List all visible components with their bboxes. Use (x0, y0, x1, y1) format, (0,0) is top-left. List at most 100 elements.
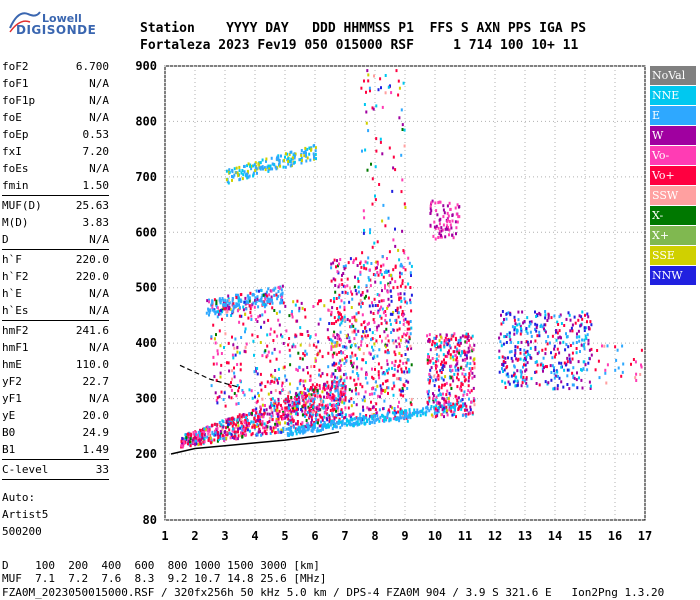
echo-dot (380, 322, 383, 326)
echo-dot (188, 436, 191, 440)
echo-dot (257, 419, 260, 423)
echo-dot (264, 385, 267, 388)
echo-dot (297, 351, 300, 355)
echo-dot (295, 400, 297, 404)
echo-dot (226, 313, 229, 317)
param-row: yF1 N/A (2, 390, 109, 407)
param-value: N/A (89, 304, 109, 317)
echo-dot (350, 361, 353, 365)
echo-dot (576, 332, 578, 336)
echo-dot (278, 310, 281, 314)
echo-dot (237, 424, 240, 428)
echo-dot (583, 347, 586, 351)
echo-dot (392, 328, 395, 332)
echo-dot (336, 376, 339, 380)
echo-dot (383, 270, 386, 274)
echo-dot (525, 340, 528, 344)
echo-dot (399, 320, 401, 324)
echo-dot (263, 305, 266, 309)
echo-dot (503, 318, 505, 321)
echo-dot (266, 412, 269, 416)
echo-dot (346, 318, 349, 321)
echo-dot (402, 249, 405, 253)
echo-dot (357, 377, 360, 381)
param-value: 241.6 (75, 324, 109, 337)
echo-dot (377, 273, 380, 277)
echo-dot (456, 372, 459, 376)
echo-dot (346, 284, 349, 288)
echo-dot (391, 189, 394, 193)
echo-dot (272, 429, 275, 433)
echo-dot (569, 318, 572, 322)
echo-dot (268, 293, 271, 297)
echo-dot (334, 341, 337, 345)
echo-dot (360, 340, 363, 344)
echo-dot (351, 363, 354, 367)
echo-dot (371, 375, 374, 379)
echo-dot (259, 420, 262, 424)
echo-dot (266, 299, 269, 303)
echo-dot (368, 351, 371, 355)
echo-dot (431, 343, 434, 347)
auto-line: 500200 (2, 525, 42, 538)
echo-dot (446, 227, 449, 231)
echo-dot (350, 397, 353, 401)
echo-dot (397, 248, 400, 252)
echo-dot (374, 165, 377, 169)
echo-dot (446, 224, 449, 228)
echo-dot (304, 149, 307, 153)
echo-dot (385, 321, 388, 325)
echo-dot (339, 375, 342, 379)
echo-dot (375, 402, 378, 406)
echo-dot (225, 301, 228, 305)
echo-dot (321, 403, 324, 407)
echo-dot (327, 423, 330, 427)
echo-dot (388, 303, 391, 307)
echo-dot (252, 164, 255, 168)
echo-dot (264, 430, 267, 433)
echo-dot (343, 301, 346, 305)
echo-dot (360, 343, 363, 347)
echo-dot (396, 417, 399, 421)
echo-dot (369, 352, 372, 356)
echo-dot (275, 311, 278, 315)
echo-dot (348, 336, 351, 340)
echo-dot (241, 420, 244, 423)
echo-dot (247, 294, 250, 298)
echo-dot (225, 303, 228, 307)
echo-dot (473, 374, 476, 378)
echo-dot (312, 405, 315, 409)
echo-dot (228, 383, 231, 387)
echo-dot (442, 364, 445, 368)
echo-dot (534, 322, 537, 326)
echo-dot (237, 389, 240, 393)
echo-dot (289, 363, 292, 367)
echo-dot (335, 415, 338, 419)
echo-dot (347, 333, 349, 337)
echo-dot (530, 320, 533, 324)
echo-dot (429, 348, 432, 352)
echo-dot (203, 440, 206, 444)
echo-dot (370, 338, 372, 342)
echo-dot (289, 150, 292, 154)
echo-dot (284, 416, 287, 420)
echo-dot (215, 302, 218, 305)
echo-dot (539, 313, 542, 317)
echo-dot (621, 370, 624, 374)
echo-dot (341, 415, 344, 418)
echo-dot (523, 356, 526, 360)
echo-dot (259, 372, 262, 376)
echo-dot (329, 390, 332, 394)
echo-dot (252, 301, 255, 305)
echo-dot (236, 384, 239, 388)
echo-dot (337, 264, 339, 268)
echo-dot (389, 281, 392, 285)
echo-dot (367, 256, 370, 260)
echo-dot (584, 334, 587, 338)
echo-dot (357, 290, 360, 294)
param-value: N/A (89, 287, 109, 300)
x-tick-label: 14 (548, 529, 562, 543)
echo-dot (334, 385, 337, 389)
echo-dot (245, 421, 248, 425)
echo-dot (500, 344, 503, 348)
